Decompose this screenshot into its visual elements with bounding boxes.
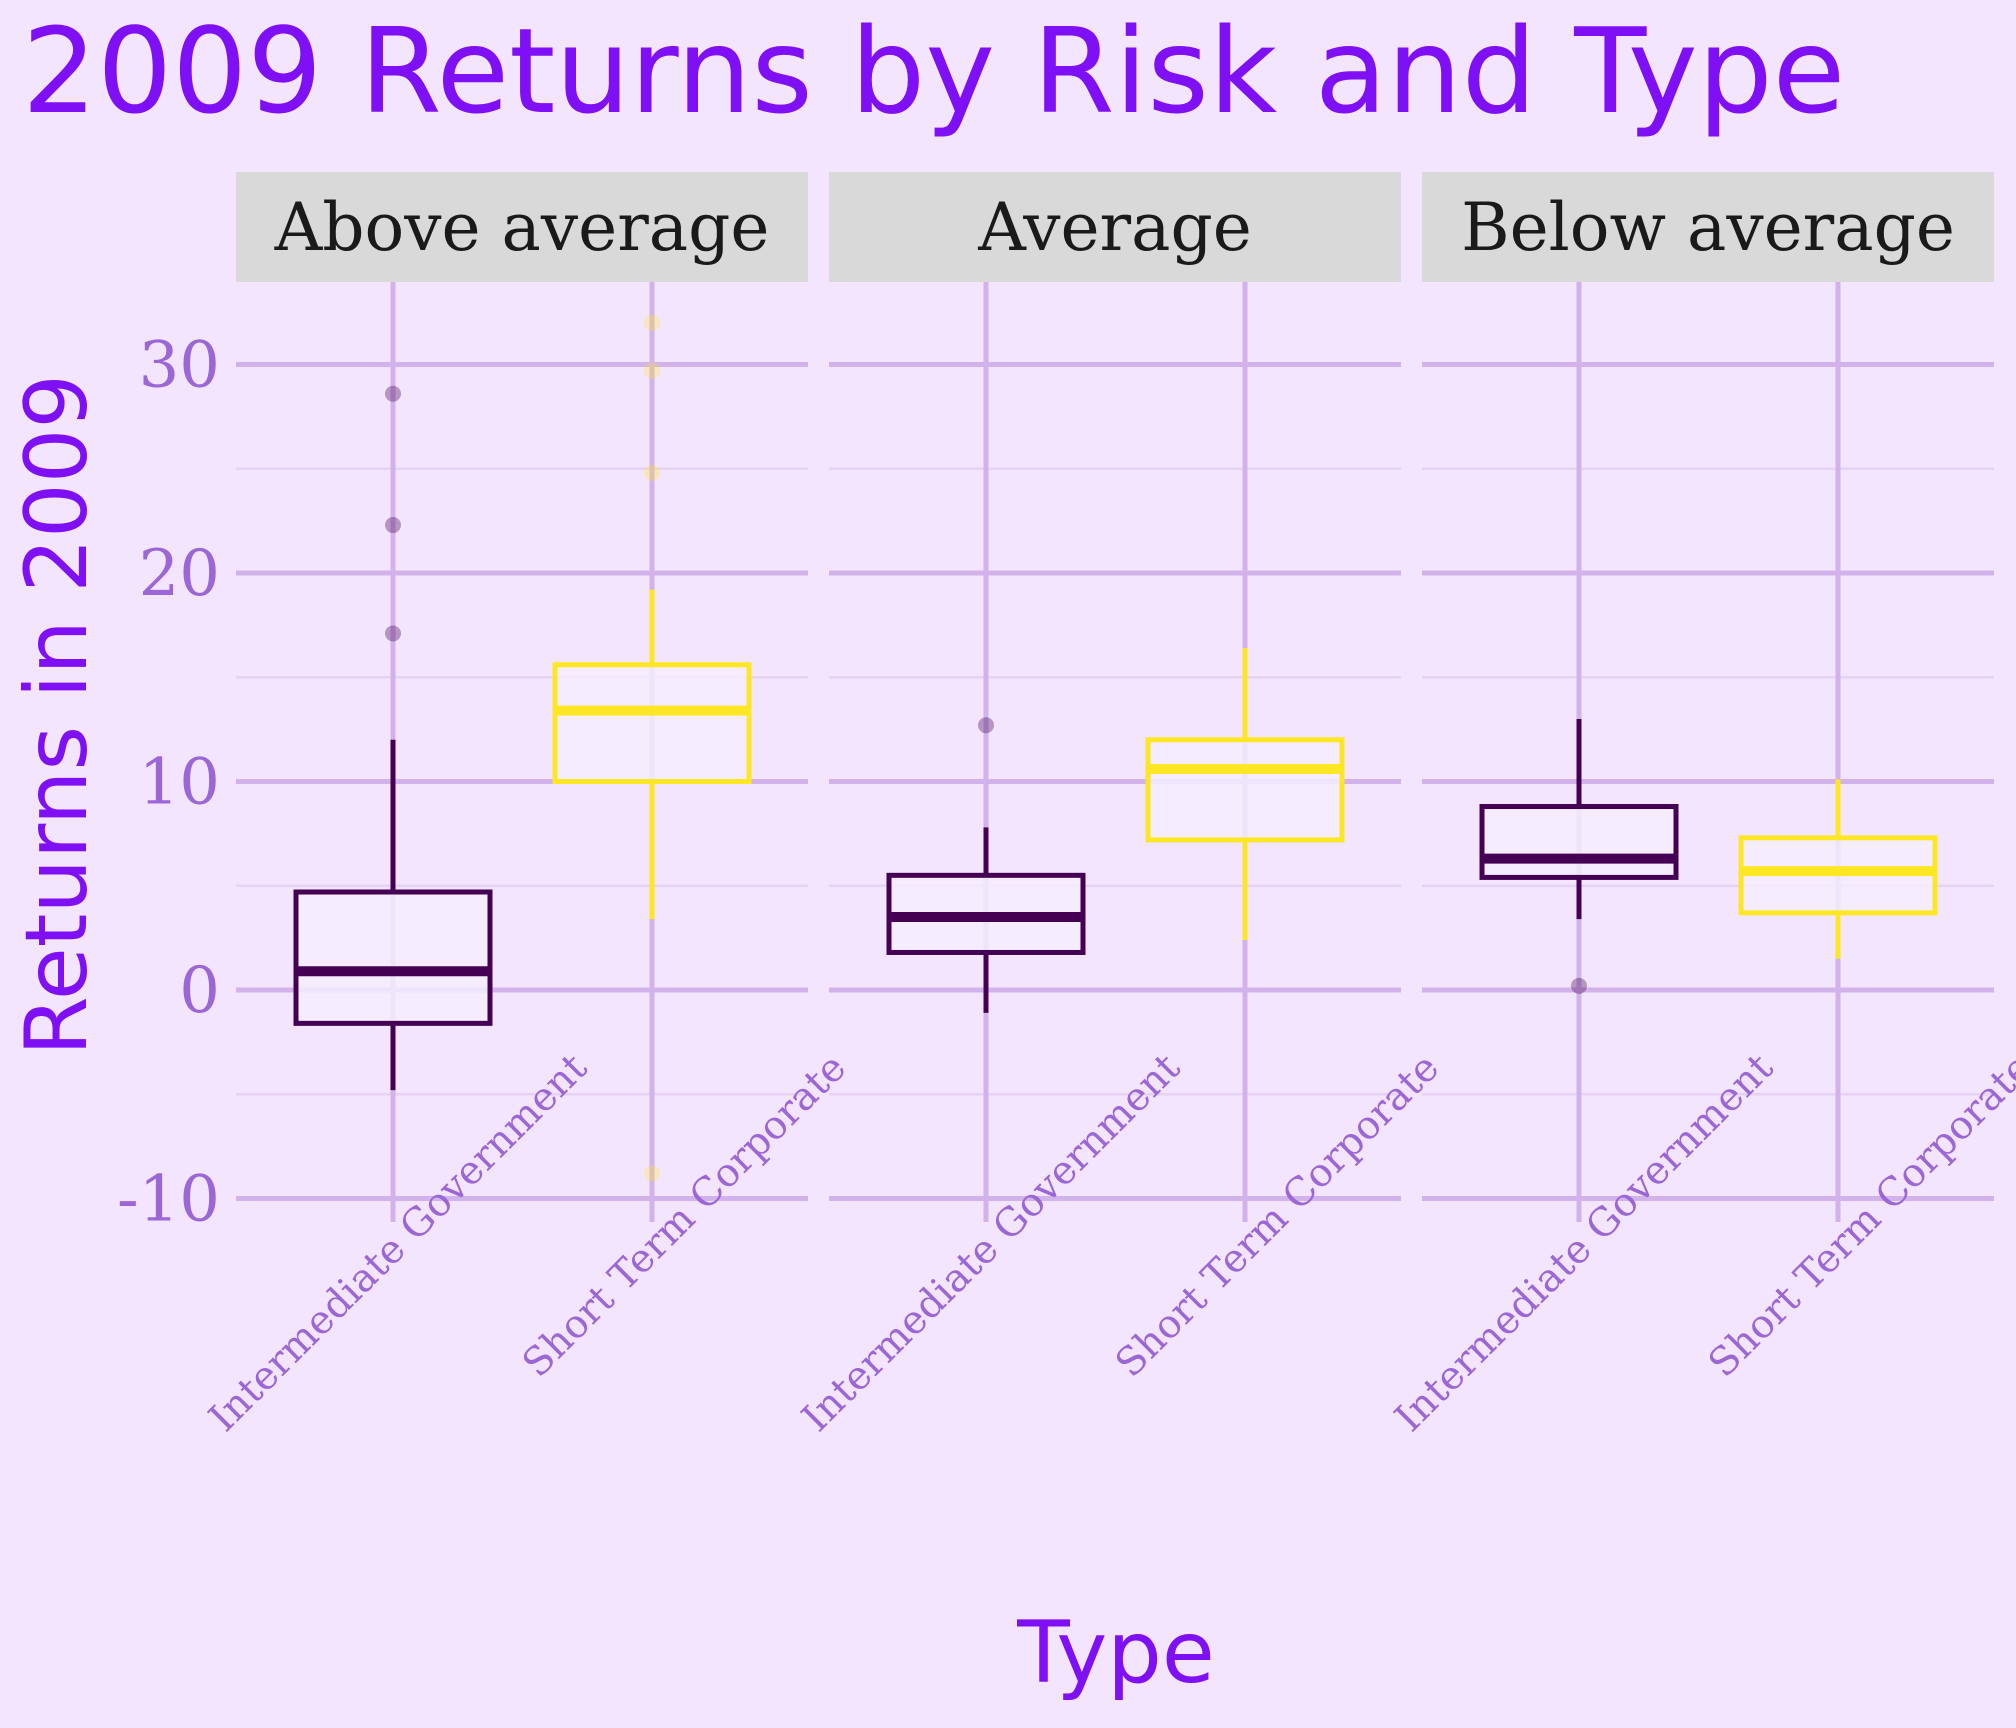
outlier-point <box>978 717 994 734</box>
x-tick-label: Intermediate Government <box>1387 1045 1783 1441</box>
facet-strip <box>829 172 1401 282</box>
y-tick-label: -10 <box>117 1163 220 1237</box>
box-intermediate-government <box>1479 718 1679 994</box>
box-short-term-corporate <box>1738 779 1938 959</box>
outlier-point <box>644 464 660 481</box>
x-axis-title: Type <box>1016 1603 1215 1703</box>
box-body <box>1479 804 1679 880</box>
facet-strip <box>1422 172 1994 282</box>
y-tick-label: 20 <box>139 537 220 611</box>
x-tick-label: Intermediate Government <box>201 1045 597 1441</box>
y-tick-label: 10 <box>139 746 220 820</box>
outlier-point <box>644 314 660 331</box>
facet-strip-label: Average <box>977 189 1252 266</box>
box-intermediate-government <box>886 717 1086 1013</box>
outlier-point <box>644 362 660 379</box>
y-tick-label: 0 <box>179 954 220 1028</box>
outlier-point <box>644 1165 660 1182</box>
outlier-point <box>385 517 401 534</box>
x-tick-label: Intermediate Government <box>794 1045 1190 1441</box>
box-body <box>552 662 752 784</box>
box-short-term-corporate <box>1145 648 1345 940</box>
outlier-point <box>1571 977 1587 994</box>
facet-strip-label: Below average <box>1461 189 1955 266</box>
box-body <box>293 889 493 1026</box>
outlier-point <box>385 625 401 642</box>
outlier-point <box>385 385 401 402</box>
y-tick-label: 30 <box>139 329 220 403</box>
box-body <box>1145 737 1345 843</box>
box-short-term-corporate <box>552 314 752 1182</box>
facet-strip-label: Above average <box>274 189 770 266</box>
y-axis-title: Returns in 2009 <box>7 374 107 1056</box>
facet-strip <box>236 172 808 282</box>
box-intermediate-government <box>293 385 493 1091</box>
chart-title: 2009 Returns by Risk and Type <box>22 2 1845 140</box>
